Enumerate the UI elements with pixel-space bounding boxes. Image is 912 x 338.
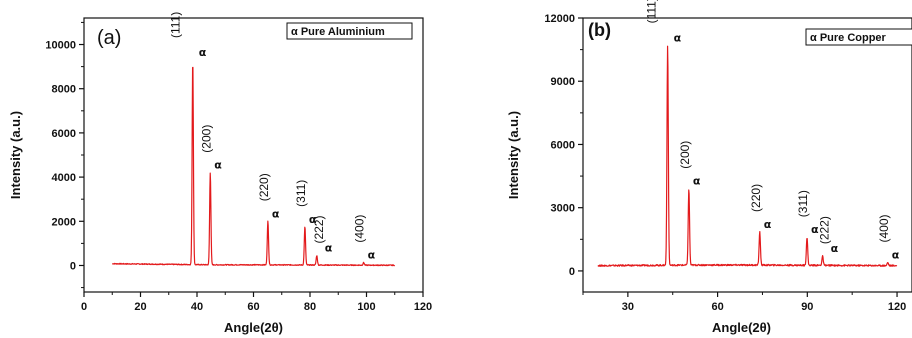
x-tick-label-100: 100 bbox=[357, 301, 375, 313]
peak-phase-label: α bbox=[892, 248, 900, 261]
y-tick-label-4000: 4000 bbox=[52, 172, 76, 184]
y-tick-label-8000: 8000 bbox=[52, 84, 76, 96]
y-tick-label-3000: 3000 bbox=[551, 203, 575, 215]
peak-hkl-label: (200) bbox=[199, 125, 213, 153]
peak-phase-label: α bbox=[831, 242, 839, 255]
peak-phase-label: α bbox=[309, 213, 317, 226]
peak-phase-label: α bbox=[325, 242, 333, 255]
peak-phase-label: α bbox=[693, 175, 701, 188]
chart-panel-b: 30 60 90 120 0 3000 6000 9000 12000 Angle(2θ) Inte… bbox=[506, 0, 912, 335]
x-axis-title: Angle(2θ) bbox=[224, 320, 283, 335]
peak-hkl-label: (400) bbox=[877, 214, 891, 242]
peak-hkl-label: (222) bbox=[818, 216, 832, 244]
peak-hkl-label: (400) bbox=[353, 215, 367, 243]
y-tick-label-0: 0 bbox=[70, 260, 76, 272]
chart-panel-a: 0 20 40 60 80 100 120 0 2000 4000 6000 8000 10000 Ang… bbox=[8, 12, 432, 335]
peak-phase-label: α bbox=[764, 218, 772, 231]
peak-hkl-label: (111) bbox=[169, 12, 183, 38]
peak-phase-label: α bbox=[368, 249, 376, 262]
x-axis-title: Angle(2θ) bbox=[712, 320, 771, 335]
legend-box bbox=[286, 22, 413, 40]
y-tick-label-10000: 10000 bbox=[45, 40, 76, 52]
peak-phase-label: α bbox=[214, 159, 222, 172]
peak-hkl-label: (220) bbox=[749, 184, 763, 212]
peak-phase-label: α bbox=[674, 31, 682, 44]
peak-hkl-label: (220) bbox=[257, 173, 271, 201]
x-tick-label-60: 60 bbox=[711, 301, 723, 313]
x-tick-label-120: 120 bbox=[414, 301, 432, 313]
peak-phase-label: α bbox=[272, 207, 280, 220]
x-tick-label-30: 30 bbox=[622, 301, 634, 313]
y-tick-label-9000: 9000 bbox=[551, 76, 575, 88]
panel-label: (a) bbox=[97, 27, 121, 49]
peak-phase-label: α bbox=[811, 223, 819, 236]
legend-label: α Pure Aluminium bbox=[291, 26, 385, 38]
x-tick-label-40: 40 bbox=[191, 301, 203, 313]
peak-hkl-label: (200) bbox=[678, 141, 692, 169]
x-tick-label-120: 120 bbox=[888, 301, 906, 313]
x-tick-label-80: 80 bbox=[304, 301, 316, 313]
xrd-pattern-line bbox=[111, 66, 396, 267]
y-tick-label-6000: 6000 bbox=[52, 128, 76, 140]
y-tick-label-12000: 12000 bbox=[544, 13, 575, 25]
y-tick-label-0: 0 bbox=[569, 266, 575, 278]
x-tick-label-60: 60 bbox=[247, 301, 259, 313]
y-axis-title: Intensity (a.u.) bbox=[506, 111, 521, 199]
x-tick-label-20: 20 bbox=[134, 301, 146, 313]
plot-frame bbox=[582, 17, 912, 293]
peak-hkl-label: (311) bbox=[294, 180, 308, 207]
peak-hkl-label: (222) bbox=[312, 216, 326, 244]
legend-box bbox=[805, 28, 912, 46]
x-tick-label-90: 90 bbox=[801, 301, 813, 313]
peak-phase-label: α bbox=[199, 46, 207, 59]
peak-hkl-label: (311) bbox=[796, 190, 810, 217]
peak-hkl-label: (111) bbox=[645, 0, 659, 23]
panel-label: (b) bbox=[588, 20, 611, 40]
legend-label: α Pure Copper bbox=[810, 32, 887, 44]
x-tick-label-0: 0 bbox=[81, 301, 87, 313]
xrd-pattern-line bbox=[597, 45, 898, 267]
y-tick-label-6000: 6000 bbox=[551, 139, 575, 151]
y-axis-title: Intensity (a.u.) bbox=[8, 111, 23, 199]
y-tick-label-2000: 2000 bbox=[52, 216, 76, 228]
